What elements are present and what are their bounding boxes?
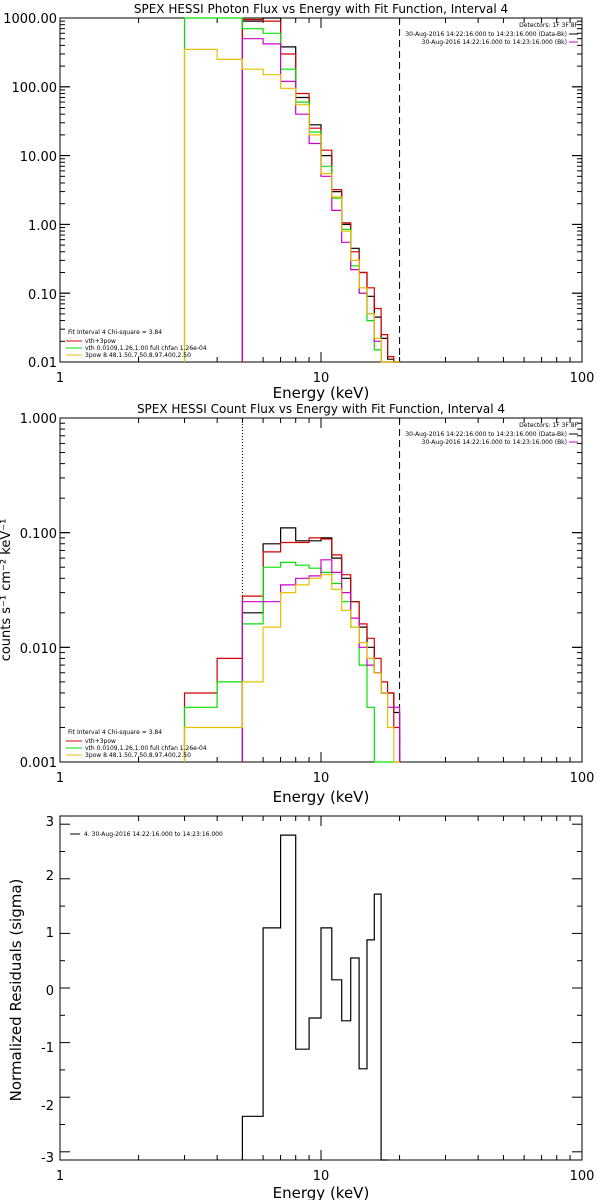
count-xtick-10: 10 — [313, 771, 330, 786]
count-xtick-100: 100 — [570, 771, 595, 786]
residuals-ytick-3: 3 — [46, 815, 54, 830]
residuals-xtick-10: 10 — [313, 1169, 330, 1184]
photon-fit-info-4: 3pow 8.48,1.50,7.50,8.97,400,2.50 — [85, 352, 191, 359]
residuals-yaxis-label: Normalized Residuals (sigma) — [7, 879, 25, 1102]
residuals-chart: 3 2 1 0 -1 -2 -3 1 10 100 Energy (keV) N… — [7, 815, 594, 1200]
photon-plot-frame — [59, 17, 583, 363]
photon-fit-info-1: Fit Interval 4 Chi-square = 3.84 — [68, 329, 162, 336]
count-yaxis-label: counts s⁻¹ cm⁻² keV⁻¹ — [0, 519, 14, 662]
photon-ytick-0.1: 0.10 — [28, 288, 57, 303]
photon-fit-info-3: vth 0.0109,1.26,1.00 full chfan 1.26e-04 — [85, 345, 207, 352]
photon-xtick-1: 1 — [56, 371, 64, 386]
count-fit-info-2: vth+3pow — [85, 738, 116, 745]
photon-series-bk — [241, 38, 400, 363]
photon-series-3pow — [183, 48, 400, 363]
residuals-legend-label: 4. 30-Aug-2016 14:22:16.000 to 14:23:16.… — [84, 831, 223, 838]
residuals-ytick-1: 1 — [46, 926, 54, 941]
count-detectors-label: Detectors: 1F 3F 8F — [519, 422, 578, 429]
count-series-vth-3pow — [183, 537, 401, 762]
photon-detectors-label: Detectors: 1F 3F 8F — [519, 22, 578, 29]
photon-series-vth-3pow — [241, 18, 400, 363]
count-fit-info-1: Fit Interval 4 Chi-square = 3.84 — [68, 729, 162, 736]
count-series-3pow — [183, 574, 400, 763]
count-series-bk — [241, 559, 401, 762]
photon-xaxis-label: Energy (keV) — [273, 384, 370, 402]
photon-fit-info-2: vth+3pow — [85, 338, 116, 345]
photon-ytick-1: 1.00 — [28, 219, 57, 234]
count-flux-chart: SPEX HESSI Count Flux vs Energy with Fit… — [0, 402, 594, 806]
count-fit-info-4: 3pow 8.48,1.50,7.50,8.97,400,2.50 — [85, 752, 191, 759]
photon-ytick-100: 100.00 — [12, 81, 58, 96]
residuals-xaxis-label: Energy (keV) — [273, 1184, 370, 1200]
photon-ytick-10: 10.00 — [20, 150, 57, 165]
photon-time-range-2: 30-Aug-2016 14:22:16.000 to 14:23:16.000… — [422, 39, 567, 46]
count-chart-title: SPEX HESSI Count Flux vs Energy with Fit… — [137, 402, 505, 416]
photon-xtick-10: 10 — [313, 371, 330, 386]
count-xtick-1: 1 — [56, 771, 64, 786]
count-ytick-0.01: 0.010 — [20, 642, 57, 657]
count-ytick-0.1: 0.100 — [20, 527, 57, 542]
count-time-range-1: 30-Aug-2016 14:22:16.000 to 14:23:16.000… — [405, 431, 567, 438]
residuals-xtick-1: 1 — [56, 1169, 64, 1184]
photon-series-data-bk — [241, 17, 400, 363]
residuals-ytick-neg1: -1 — [41, 1041, 54, 1056]
count-ytick-1: 1.000 — [20, 412, 57, 427]
residuals-ytick-neg2: -2 — [41, 1099, 54, 1114]
count-series-vth — [183, 561, 400, 763]
photon-ytick-0.01: 0.01 — [28, 356, 57, 371]
count-ytick-0.001: 0.001 — [20, 756, 57, 771]
count-time-range-2: 30-Aug-2016 14:22:16.000 to 14:23:16.000… — [422, 439, 567, 446]
residuals-ytick-2: 2 — [46, 869, 54, 884]
photon-flux-chart: SPEX HESSI Photon Flux vs Energy with Fi… — [3, 2, 594, 402]
residuals-ytick-neg3: -3 — [41, 1151, 54, 1166]
photon-xtick-100: 100 — [570, 371, 595, 386]
residuals-xtick-100: 100 — [570, 1169, 595, 1184]
residuals-series-4-30-aug-2016-14-22-16-000-to-14-23-16-000 — [241, 834, 388, 1161]
photon-time-range-1: 30-Aug-2016 14:22:16.000 to 14:23:16.000… — [405, 31, 567, 38]
residuals-ytick-0: 0 — [46, 984, 54, 999]
count-xaxis-label: Energy (keV) — [273, 788, 370, 806]
count-fit-info-3: vth 0.0109,1.26,1.00 full chfan 1.26e-04 — [85, 745, 207, 752]
count-plot-frame — [59, 417, 583, 763]
photon-ytick-1000: 1000.00 — [3, 12, 57, 27]
photon-chart-title: SPEX HESSI Photon Flux vs Energy with Fi… — [134, 2, 508, 16]
